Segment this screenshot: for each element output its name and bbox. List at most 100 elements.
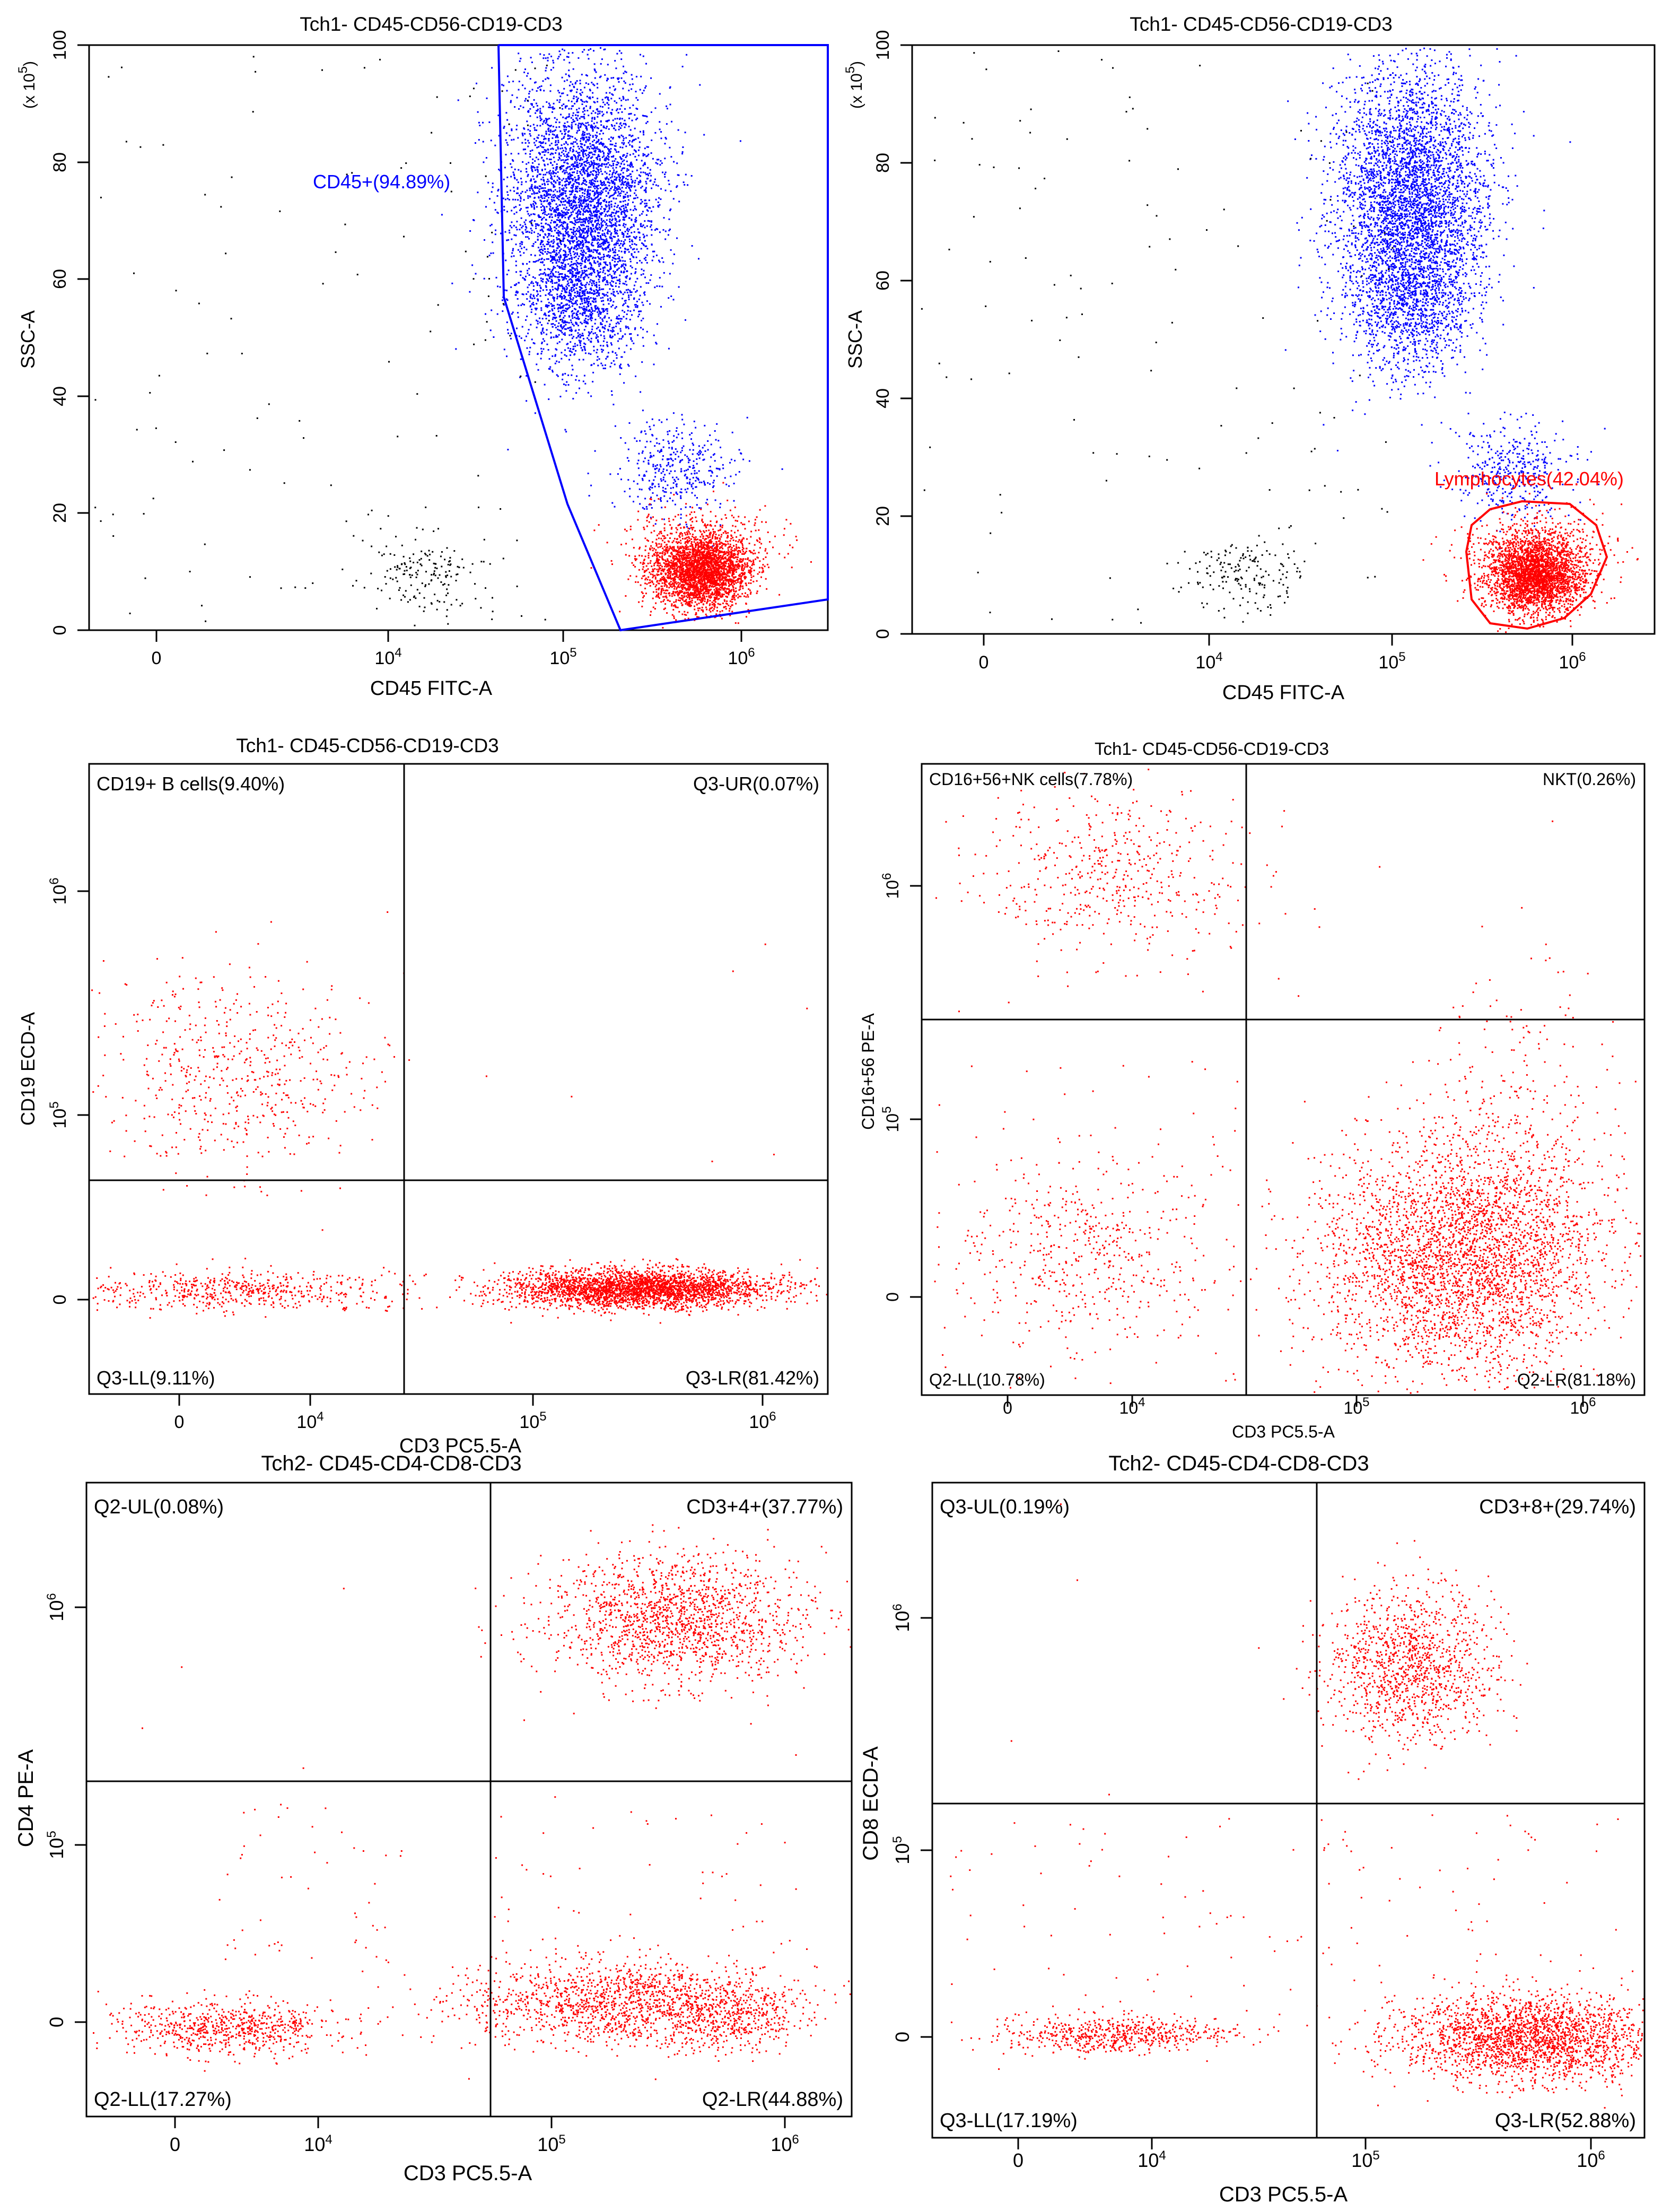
data-point <box>617 261 619 263</box>
data-point <box>580 214 581 215</box>
data-point <box>584 239 586 241</box>
data-point <box>637 305 638 307</box>
data-point <box>564 50 565 51</box>
data-point <box>577 130 579 132</box>
data-point <box>597 270 598 272</box>
data-point <box>564 350 566 351</box>
data-point <box>527 73 529 74</box>
data-point <box>550 159 552 160</box>
data-point <box>503 179 505 180</box>
data-point <box>614 364 616 365</box>
data-point <box>598 279 600 281</box>
data-point <box>576 170 578 172</box>
data-point <box>521 184 522 185</box>
data-point <box>553 336 555 338</box>
data-point <box>564 274 566 275</box>
data-point <box>620 240 622 242</box>
data-point <box>616 102 617 103</box>
data-point <box>592 372 594 373</box>
data-point <box>623 160 625 161</box>
data-point <box>607 284 609 285</box>
data-point <box>580 224 582 225</box>
data-point <box>519 243 521 245</box>
data-point <box>580 275 582 276</box>
data-point <box>536 90 538 92</box>
data-point <box>511 210 512 212</box>
data-point <box>593 186 594 187</box>
data-point <box>576 260 578 262</box>
data-point <box>559 50 561 52</box>
data-point <box>617 215 619 217</box>
data-point <box>529 274 530 276</box>
data-point <box>548 258 549 260</box>
data-point <box>596 217 598 219</box>
data-point <box>620 184 622 186</box>
data-point <box>580 138 582 140</box>
data-point <box>522 277 524 278</box>
data-point <box>582 51 583 53</box>
data-point <box>633 343 634 344</box>
data-point <box>533 205 535 206</box>
data-point <box>537 293 539 295</box>
data-point <box>613 77 614 79</box>
data-point <box>639 260 641 262</box>
data-point <box>649 172 651 174</box>
data-point <box>596 137 597 138</box>
data-point <box>578 146 579 147</box>
data-point <box>522 161 523 163</box>
data-point <box>559 189 561 191</box>
data-point <box>641 213 643 215</box>
data-point <box>582 228 584 230</box>
data-point <box>529 133 531 135</box>
data-point <box>598 200 599 202</box>
data-point <box>616 291 618 292</box>
data-point <box>523 304 525 306</box>
data-point <box>557 336 558 337</box>
data-point <box>625 231 626 232</box>
data-point <box>555 189 556 191</box>
data-point <box>588 162 590 163</box>
data-point <box>543 244 544 246</box>
data-point <box>585 106 587 107</box>
data-point <box>550 149 552 150</box>
data-point <box>638 150 640 151</box>
data-point <box>624 267 625 268</box>
data-point <box>532 283 534 284</box>
data-point <box>555 228 557 230</box>
data-point <box>603 211 605 212</box>
data-point <box>642 92 643 94</box>
data-point <box>650 280 651 281</box>
data-point <box>564 429 566 431</box>
data-point <box>570 221 571 223</box>
data-point <box>549 358 550 360</box>
data-point <box>600 124 602 126</box>
data-point <box>627 233 628 234</box>
data-point <box>565 142 567 144</box>
data-point <box>636 76 637 77</box>
data-point <box>506 177 508 178</box>
data-point <box>659 164 661 166</box>
data-point <box>551 199 553 201</box>
data-point <box>582 136 583 138</box>
data-point <box>537 167 539 168</box>
data-point <box>590 146 591 147</box>
data-point <box>556 252 557 254</box>
data-point <box>645 173 647 175</box>
data-point <box>566 106 568 107</box>
data-point <box>565 193 566 194</box>
data-point <box>598 204 599 206</box>
data-point <box>543 174 545 176</box>
data-point <box>509 199 510 201</box>
data-point <box>543 57 544 59</box>
data-point <box>571 122 573 124</box>
data-point <box>572 119 574 120</box>
data-point <box>603 337 605 339</box>
data-point <box>610 165 612 167</box>
data-point <box>661 257 663 259</box>
data-point <box>635 268 636 270</box>
data-point <box>615 158 616 160</box>
data-point <box>510 101 512 103</box>
data-point <box>505 199 506 201</box>
data-point <box>593 283 595 284</box>
data-point <box>668 234 669 236</box>
